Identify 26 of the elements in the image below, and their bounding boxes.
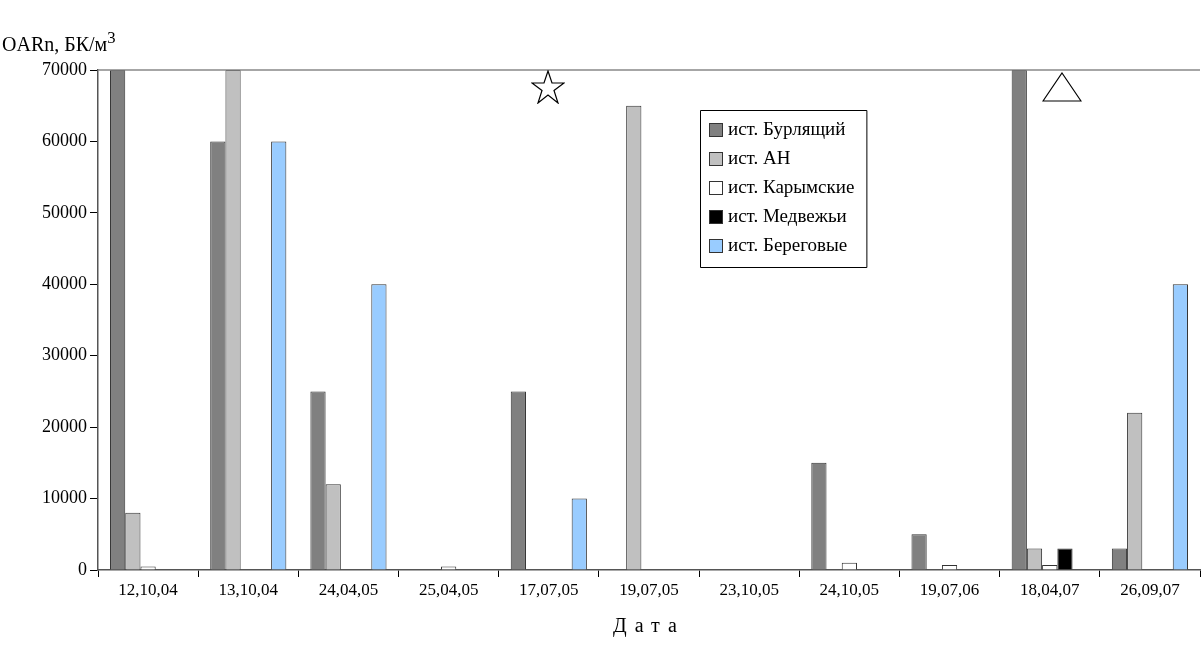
legend-label: ист. Карымские [728,175,855,197]
y-tick-label: 70000 [42,58,87,79]
y-tick-label: 20000 [42,415,87,436]
y-tick-label: 40000 [42,273,87,294]
legend-label: ист. АН [728,146,791,168]
y-tick-label: 30000 [42,344,87,365]
y-tick-label: 0 [78,558,87,579]
legend-label: ист. Бурлящий [728,117,846,139]
y-tick-label: 60000 [42,130,87,151]
x-tick-label: 24,10,05 [819,579,880,599]
x-tick-label: 24,04,05 [318,579,379,599]
y-axis-title: OARn, БК/м$^{3}$ [2,28,116,56]
legend-label: ист. Медвежьи [728,204,847,226]
x-axis-title: Дата [612,614,686,637]
x-tick-label: 19,07,06 [919,579,980,599]
x-tick-label: 19,07,05 [619,579,679,599]
x-tick-label: 13,10,04 [218,579,279,599]
x-tick-label: 17,07,05 [519,579,579,599]
y-tick-label: 50000 [42,201,87,222]
x-tick-label: 12,10,04 [118,579,179,599]
legend-label: ист. Береговые [728,233,848,255]
x-tick-label: 25,04,05 [418,579,479,599]
x-tick-label: 23,10,05 [719,579,779,599]
x-tick-label: 26,09,07 [1120,579,1181,599]
x-tick-label: 18,04,07 [1019,579,1080,599]
y-tick-label: 10000 [42,487,87,508]
